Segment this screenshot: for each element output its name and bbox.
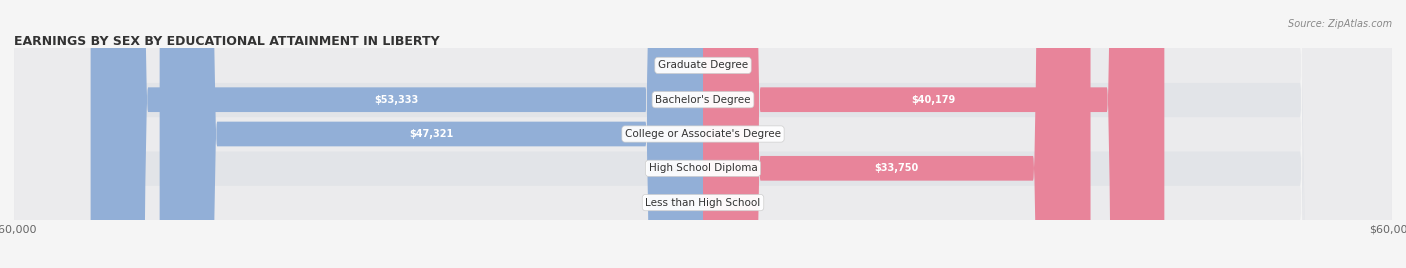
FancyBboxPatch shape [14, 0, 1392, 268]
Text: Less than High School: Less than High School [645, 198, 761, 208]
FancyBboxPatch shape [90, 0, 703, 268]
FancyBboxPatch shape [14, 0, 1392, 268]
Text: $0: $0 [725, 129, 738, 139]
Text: EARNINGS BY SEX BY EDUCATIONAL ATTAINMENT IN LIBERTY: EARNINGS BY SEX BY EDUCATIONAL ATTAINMEN… [14, 35, 440, 48]
Text: $0: $0 [725, 60, 738, 70]
Text: $53,333: $53,333 [374, 95, 419, 105]
FancyBboxPatch shape [14, 0, 1392, 268]
Text: Source: ZipAtlas.com: Source: ZipAtlas.com [1288, 19, 1392, 29]
Text: Bachelor's Degree: Bachelor's Degree [655, 95, 751, 105]
Text: $0: $0 [668, 198, 681, 208]
Text: $0: $0 [668, 60, 681, 70]
Text: $0: $0 [668, 163, 681, 173]
Text: College or Associate's Degree: College or Associate's Degree [626, 129, 780, 139]
Text: Graduate Degree: Graduate Degree [658, 60, 748, 70]
Text: High School Diploma: High School Diploma [648, 163, 758, 173]
FancyBboxPatch shape [14, 0, 1392, 268]
Text: $33,750: $33,750 [875, 163, 920, 173]
FancyBboxPatch shape [160, 0, 703, 268]
Text: $47,321: $47,321 [409, 129, 454, 139]
FancyBboxPatch shape [703, 0, 1164, 268]
Text: $0: $0 [725, 198, 738, 208]
FancyBboxPatch shape [14, 0, 1392, 268]
Text: $40,179: $40,179 [911, 95, 956, 105]
FancyBboxPatch shape [703, 0, 1091, 268]
